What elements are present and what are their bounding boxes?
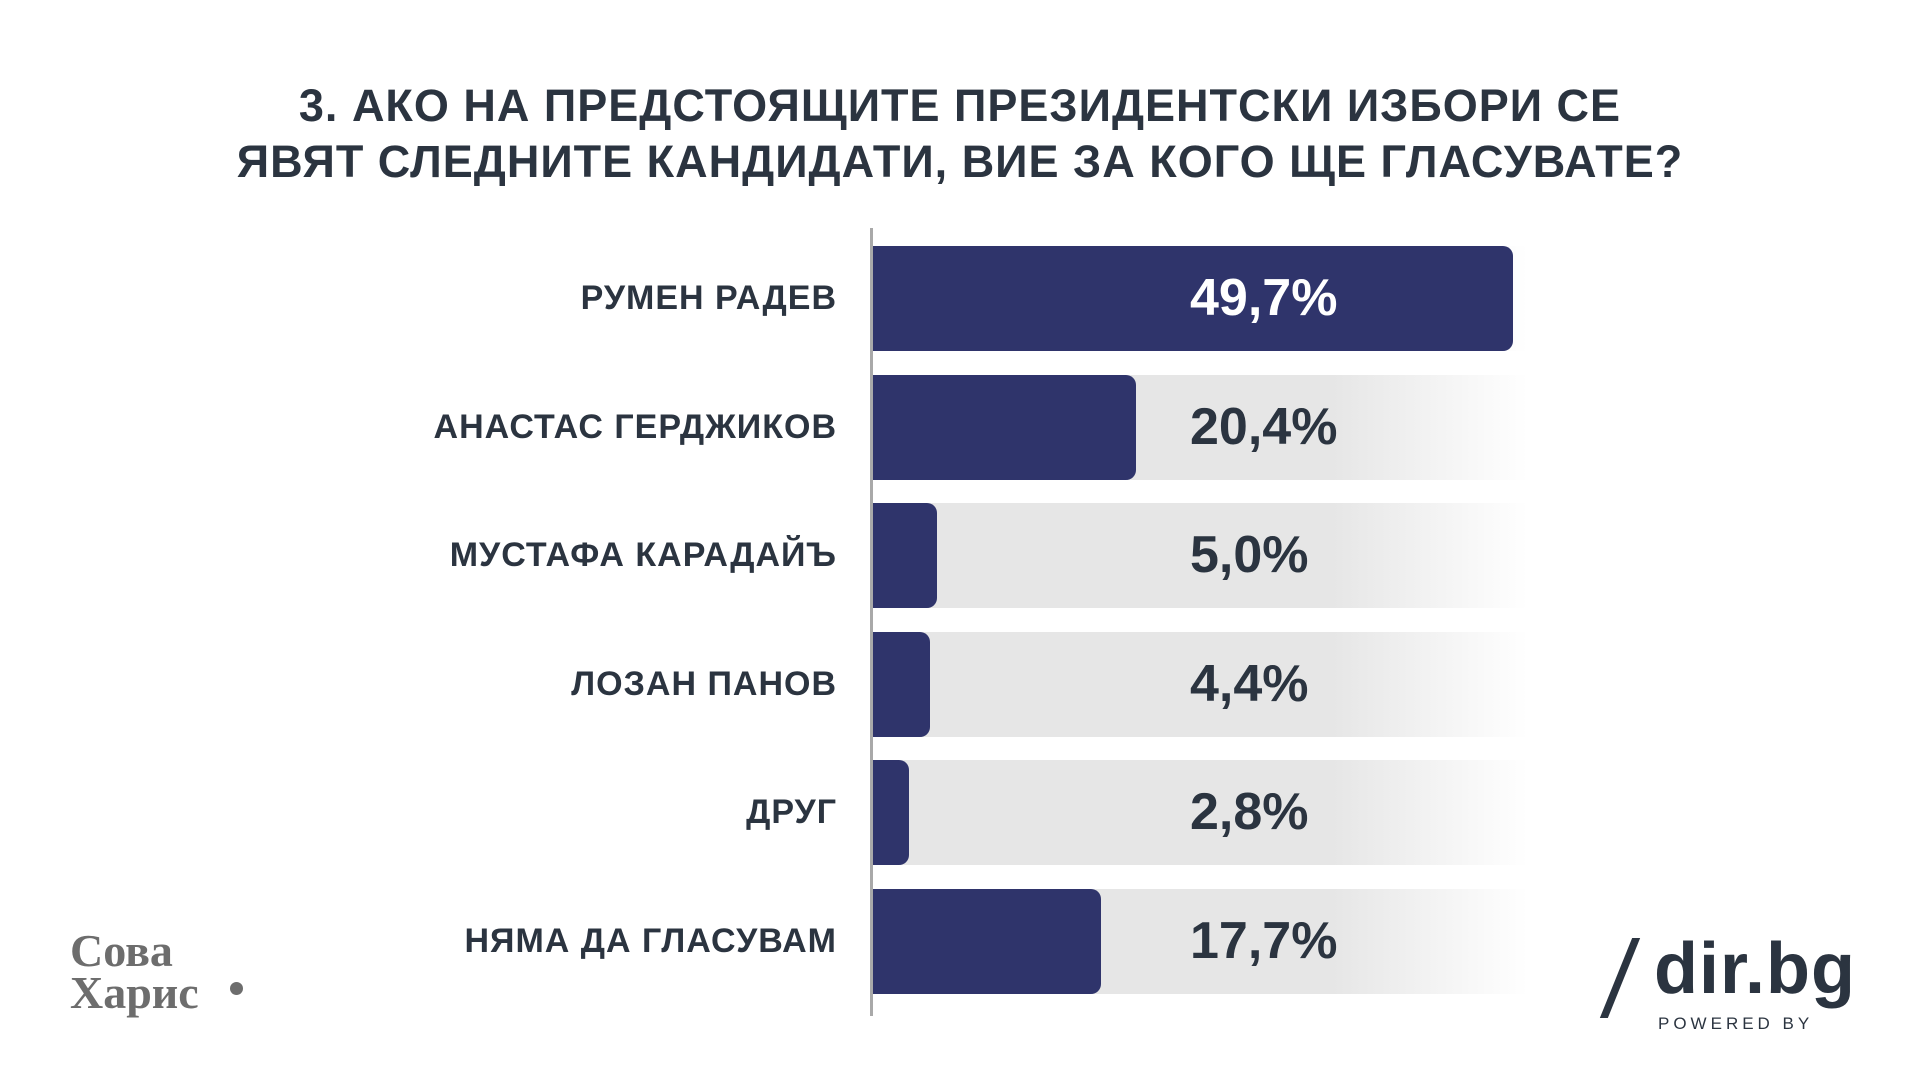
category-label: ЛОЗАН ПАНОВ (571, 664, 837, 703)
title-line-1: 3. АКО НА ПРЕДСТОЯЩИТЕ ПРЕЗИДЕНТСКИ ИЗБО… (298, 80, 1622, 131)
bar-row: ЛОЗАН ПАНОВ 4,4% (0, 631, 1920, 737)
chart-title: 3. АКО НА ПРЕДСТОЯЩИТЕ ПРЕЗИДЕНТСКИ ИЗБО… (0, 78, 1920, 190)
bar-row: АНАСТАС ГЕРДЖИКОВ 20,4% (0, 374, 1920, 480)
title-line-2: ЯВЯТ СЛЕДНИТЕ КАНДИДАТИ, ВИЕ ЗА КОГО ЩЕ … (236, 136, 1684, 187)
bar (873, 889, 1101, 994)
category-label: ДРУГ (746, 793, 837, 832)
value-label: 20,4% (1190, 397, 1338, 456)
dir-logo-powered-by: POWERED BY (1658, 1014, 1814, 1033)
bar (873, 631, 930, 737)
category-label: РУМЕН РАДЕВ (580, 279, 837, 317)
category-label: МУСТАФА КАРАДАЙЪ (449, 536, 837, 575)
registered-dot-icon (230, 982, 243, 995)
bar (873, 246, 1513, 351)
bar-row: РУМЕН РАДЕВ 49,7% (0, 246, 1920, 351)
bar (873, 374, 1136, 480)
value-label: 5,0% (1190, 526, 1309, 585)
sova-logo-line2: Харис (70, 967, 199, 1018)
bar-track (873, 760, 1528, 866)
category-label: АНАСТАС ГЕРДЖИКОВ (433, 407, 837, 446)
value-label: 2,8% (1190, 783, 1309, 842)
sova-logo-line1: Сова (70, 925, 173, 976)
bar-row: МУСТАФА КАРАДАЙЪ 5,0% (0, 503, 1920, 609)
sova-haris-logo: Сова Харис (70, 925, 243, 1018)
value-label: 49,7% (1190, 269, 1338, 327)
category-label: НЯМА ДА ГЛАСУВАМ (464, 922, 837, 960)
value-label: 4,4% (1190, 654, 1309, 713)
bar-row: ДРУГ 2,8% (0, 760, 1920, 866)
dir-logo-name: dir.bg (1654, 929, 1856, 1009)
bar-row: НЯМА ДА ГЛАСУВАМ 17,7% (0, 889, 1920, 994)
bar (873, 503, 938, 609)
bar-track (873, 503, 1528, 609)
y-axis-line (870, 228, 873, 1016)
value-label: 17,7% (1190, 912, 1338, 970)
bar (873, 760, 910, 866)
bar-track (873, 631, 1528, 737)
